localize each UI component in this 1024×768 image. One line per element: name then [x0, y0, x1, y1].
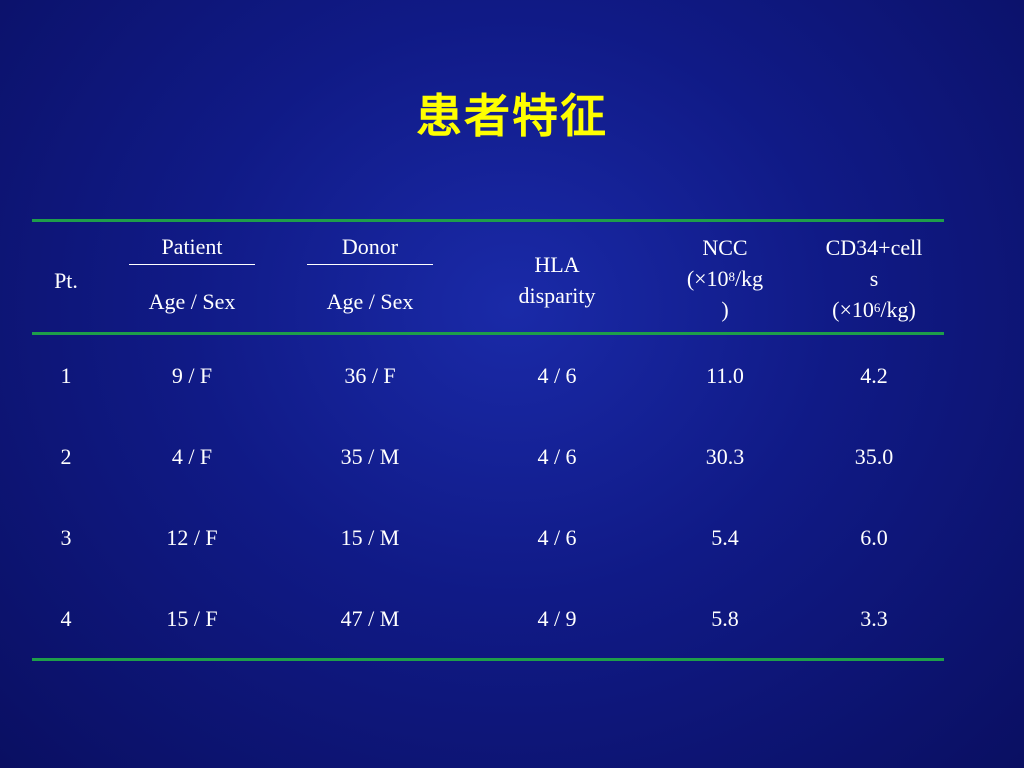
header-donor-group: Donor Age / Sex: [302, 232, 438, 317]
cell-cd34: 6.0: [860, 525, 888, 550]
header-cd34-line3: (×106/kg): [832, 297, 916, 322]
header-donor-divider: [307, 264, 433, 265]
header-cd34-cells: CD34+cell s (×106/kg): [804, 232, 944, 325]
patient-characteristics-table: Pt. Patient Age / Sex Donor Age / Sex HL…: [32, 219, 944, 661]
cell-hla: 4 / 9: [537, 606, 577, 631]
header-ncc: NCC (×108/kg ): [660, 232, 790, 325]
cell-hla: 4 / 6: [537, 525, 577, 550]
table-row: 1 9 / F 36 / F 4 / 6 11.0 4.2: [32, 335, 944, 416]
cell-donor: 35 / M: [340, 444, 400, 469]
cell-hla: 4 / 6: [537, 444, 577, 469]
cell-ncc: 5.8: [711, 606, 739, 631]
table-row: 3 12 / F 15 / M 4 / 6 5.4 6.0: [32, 497, 944, 578]
cell-donor: 36 / F: [344, 363, 396, 388]
table-row: 4 15 / F 47 / M 4 / 9 5.8 3.3: [32, 578, 944, 658]
header-ncc-line2: (×108/kg: [686, 266, 764, 291]
cell-hla: 4 / 6: [537, 363, 577, 388]
cell-patient: 12 / F: [166, 525, 218, 550]
header-cd34-line1: CD34+cell: [825, 235, 923, 260]
header-donor-age-sex: Age / Sex: [326, 289, 414, 314]
header-patient: Patient: [161, 234, 223, 259]
header-cd34-line2: s: [869, 266, 879, 291]
header-patient-divider: [129, 264, 255, 265]
slide-title: 患者特征: [416, 89, 608, 143]
cell-cd34: 4.2: [860, 363, 888, 388]
table-header: Pt. Patient Age / Sex Donor Age / Sex HL…: [32, 222, 944, 335]
table-body: 1 9 / F 36 / F 4 / 6 11.0 4.2 2 4 / F 35…: [32, 335, 944, 658]
header-pt: Pt.: [54, 268, 78, 293]
header-ncc-line1: NCC: [702, 235, 748, 260]
cell-patient: 9 / F: [171, 363, 213, 388]
cell-patient: 4 / F: [171, 444, 213, 469]
header-ncc-line3: ): [721, 297, 729, 322]
header-patient-age-sex: Age / Sex: [148, 289, 236, 314]
header-donor: Donor: [341, 234, 399, 259]
cell-pt: 4: [60, 606, 72, 631]
cell-cd34: 35.0: [854, 444, 894, 469]
cell-donor: 15 / M: [340, 525, 400, 550]
cell-ncc: 30.3: [705, 444, 745, 469]
cell-ncc: 11.0: [706, 363, 744, 388]
cell-pt: 3: [60, 525, 72, 550]
cell-ncc: 5.4: [711, 525, 739, 550]
cell-pt: 2: [60, 444, 72, 469]
header-hla-line1: HLA: [534, 252, 580, 277]
header-hla-disparity: HLA disparity: [492, 249, 622, 311]
table-row: 2 4 / F 35 / M 4 / 6 30.3 35.0: [32, 416, 944, 497]
header-patient-group: Patient Age / Sex: [124, 232, 260, 317]
cell-donor: 47 / M: [340, 606, 400, 631]
cell-cd34: 3.3: [860, 606, 888, 631]
cell-pt: 1: [60, 363, 72, 388]
cell-patient: 15 / F: [166, 606, 218, 631]
header-hla-line2: disparity: [518, 283, 596, 308]
